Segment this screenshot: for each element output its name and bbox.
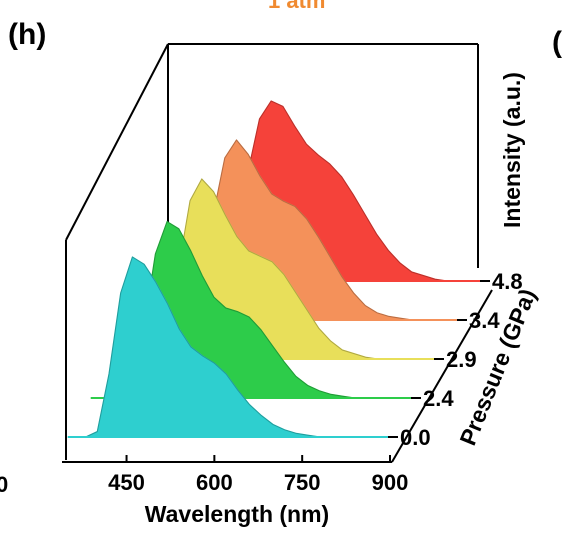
z-tick-label: 2.9	[446, 347, 477, 372]
x-tick-label: 600	[196, 470, 233, 495]
x-tick-label: 750	[284, 470, 321, 495]
z-tick-label: 2.4	[423, 386, 454, 411]
series-layer	[67, 100, 483, 438]
z-axis-line	[391, 289, 493, 463]
frame-top-left-edge	[65, 43, 169, 241]
left-edge-fragment: 0	[0, 472, 8, 497]
x-tick-label: 450	[108, 470, 145, 495]
axes-layer: 450 600 750 900 0.0 2.4 2.9 3.4 4.8	[62, 44, 523, 495]
z-tick-label: 4.8	[492, 269, 523, 294]
z-tick-label: 0.0	[400, 425, 431, 450]
right-panel-fragment: (	[552, 26, 562, 59]
panel-label: (h)	[8, 18, 46, 51]
z-tick-label: 3.4	[469, 308, 500, 333]
x-tick-label: 900	[372, 470, 409, 495]
y-axis-label: Intensity (a.u.)	[499, 72, 525, 228]
top-title-fragment: 1 atm	[268, 0, 325, 13]
x-axis-label: Wavelength (nm)	[145, 501, 329, 527]
